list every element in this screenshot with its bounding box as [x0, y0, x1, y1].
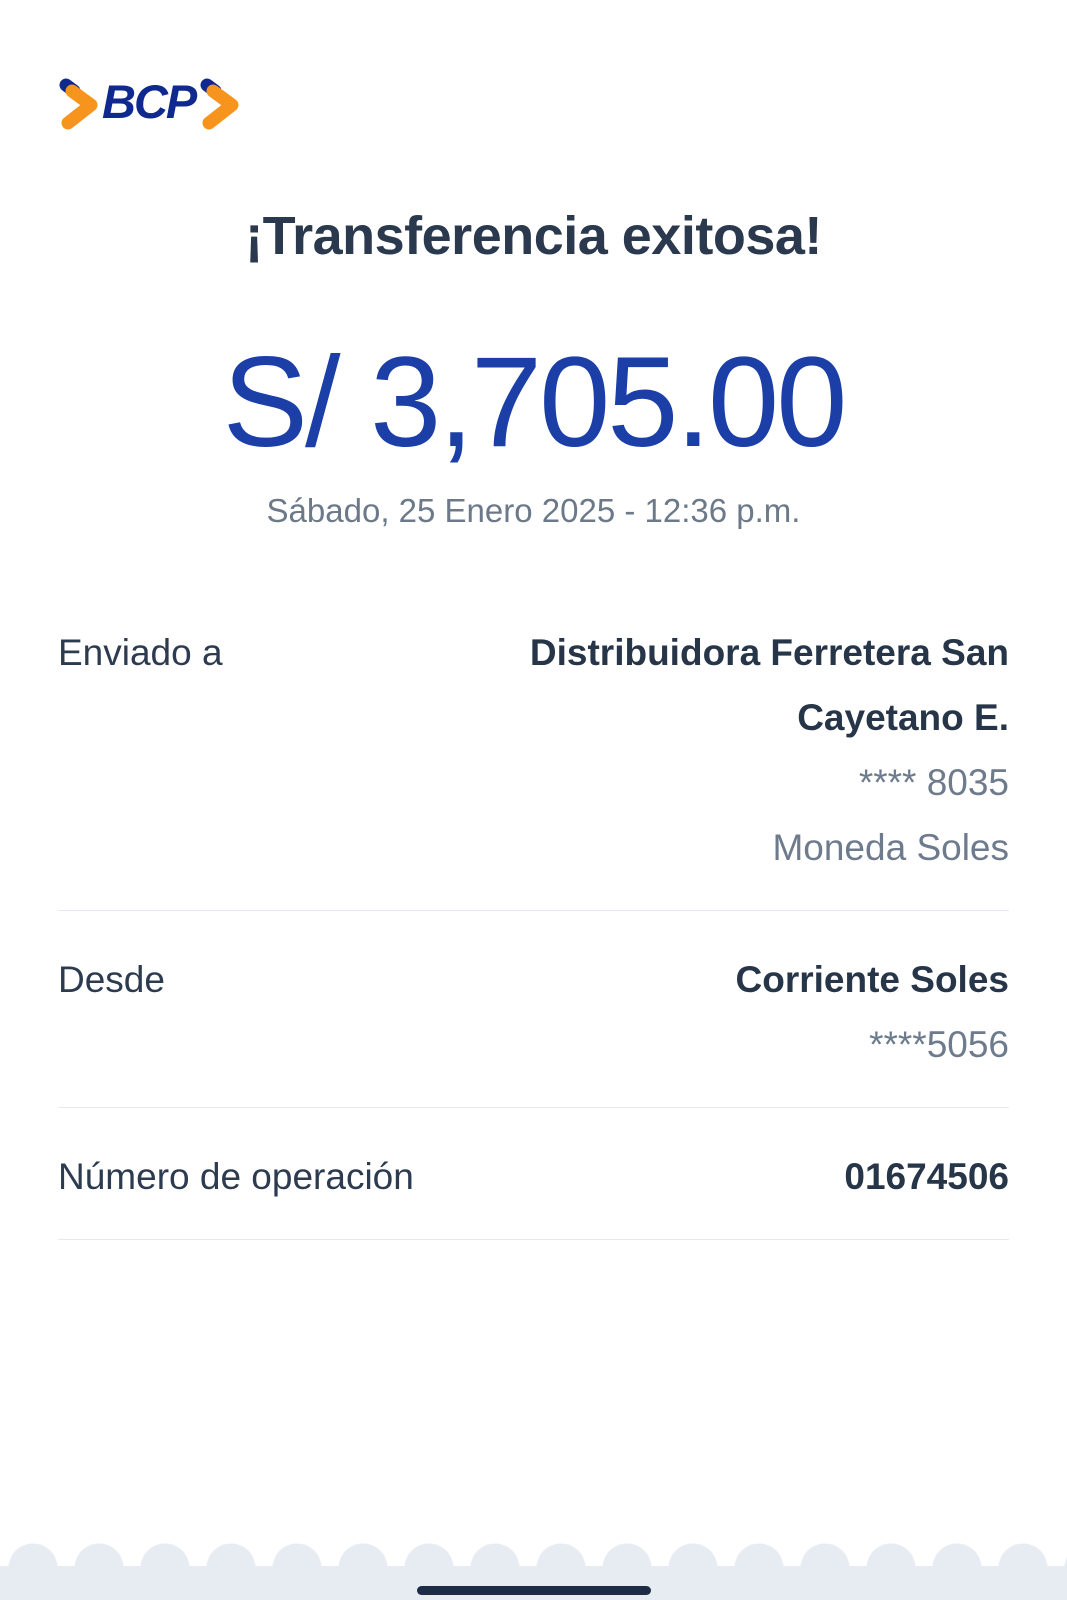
sent-to-values: Distribuidora Ferretera San Cayetano E. …	[434, 620, 1009, 880]
header: BCP	[0, 0, 1067, 135]
receipt-footer	[0, 1541, 1067, 1600]
divider	[58, 910, 1009, 912]
transfer-amount: S/ 3,705.00	[222, 331, 848, 474]
sent-to-label: Enviado a	[58, 632, 223, 674]
scallop-ticket-edge	[0, 1541, 1067, 1566]
success-title: ¡Transferencia exitosa!	[245, 206, 822, 266]
from-values: Corriente Soles ****5056	[736, 947, 1009, 1077]
operation-number: 01674506	[844, 1156, 1009, 1198]
divider	[58, 1239, 1009, 1241]
operation-label: Número de operación	[58, 1156, 414, 1198]
home-indicator-bar[interactable]	[416, 1586, 651, 1595]
bcp-chevron-right-icon	[199, 74, 241, 135]
transfer-details: Enviado a Distribuidora Ferretera San Ca…	[0, 620, 1067, 1241]
recipient-account-masked: **** 8035	[858, 762, 1009, 804]
recipient-name: Distribuidora Ferretera San Cayetano E.	[529, 632, 1009, 739]
bcp-logo: BCP	[58, 74, 241, 135]
operation-values: 01674506	[844, 1144, 1009, 1209]
from-label: Desde	[58, 959, 165, 1001]
bcp-chevron-left-icon	[58, 74, 100, 135]
detail-row-sent-to: Enviado a Distribuidora Ferretera San Ca…	[58, 620, 1009, 910]
from-account-name: Corriente Soles	[735, 959, 1009, 1001]
detail-row-operation: Número de operación 01674506	[58, 1108, 1009, 1239]
from-account-masked: ****5056	[869, 1024, 1009, 1066]
detail-row-from: Desde Corriente Soles ****5056	[58, 911, 1009, 1107]
footer-background	[0, 1566, 1067, 1600]
divider	[58, 1107, 1009, 1109]
transfer-datetime: Sábado, 25 Enero 2025 - 12:36 p.m.	[266, 492, 801, 530]
bcp-logo-text: BCP	[102, 75, 197, 128]
recipient-currency: Moneda Soles	[772, 827, 1009, 869]
